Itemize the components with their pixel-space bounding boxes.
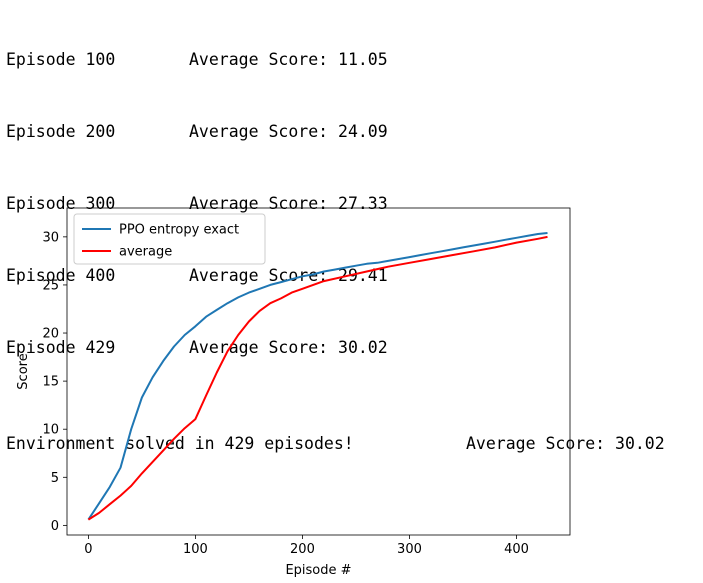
y-tick-label: 10: [42, 423, 59, 438]
plot-area: 0 100 200 300 400 0 5 10 15 20 25 30 Episode # Score P…: [16, 207, 571, 578]
x-axis-label: Episode #: [285, 563, 351, 578]
average-score-text: Average Score: 29.41: [189, 266, 388, 285]
x-tick-label: 100: [183, 542, 208, 557]
score-chart: 0 100 200 300 400 0 5 10 15 20 25 30 Episode # Score P…: [16, 207, 571, 578]
episode-label: Episode 200: [6, 122, 116, 141]
x-tick-label: 200: [290, 542, 315, 557]
y-tick-label: 15: [42, 375, 59, 390]
legend-label: average: [119, 245, 172, 260]
y-tick-label: 30: [42, 230, 59, 245]
episode-label: Episode 429: [6, 338, 116, 357]
solved-message: Environment solved in 429 episodes!: [6, 434, 354, 453]
axes-frame: [66, 207, 571, 536]
y-tick-label: 20: [42, 327, 59, 342]
series-line-ppo-entropy-exact: [87, 232, 548, 521]
y-tick-label: 25: [42, 278, 59, 293]
solved-line: Environment solved in 429 episodes! Avera…: [6, 432, 665, 456]
x-tick-label: 400: [504, 542, 529, 557]
episode-line-429: Episode 429 Average Score: 30.02: [6, 336, 665, 360]
legend-label: PPO entropy exact: [119, 223, 239, 238]
y-tick-label: 5: [51, 471, 59, 486]
episode-label: Episode 400: [6, 266, 116, 285]
solved-score: Average Score: 30.02: [466, 434, 665, 453]
series-line-average: [87, 235, 548, 521]
x-tick-label: 300: [397, 542, 422, 557]
episode-line-100: Episode 100 Average Score: 11.05: [6, 48, 665, 72]
average-score-text: Average Score: 30.02: [189, 338, 388, 357]
episode-line-400: Episode 400 Average Score: 29.41: [6, 264, 665, 288]
x-tick-label: 0: [84, 542, 92, 557]
episode-label: Episode 100: [6, 50, 116, 69]
average-score-text: Average Score: 24.09: [189, 122, 388, 141]
y-tick-label: 0: [51, 519, 59, 534]
legend-box: [73, 213, 266, 265]
average-score-text: Average Score: 11.05: [189, 50, 388, 69]
episode-line-200: Episode 200 Average Score: 24.09: [6, 120, 665, 144]
y-axis-label: Score: [16, 353, 31, 389]
